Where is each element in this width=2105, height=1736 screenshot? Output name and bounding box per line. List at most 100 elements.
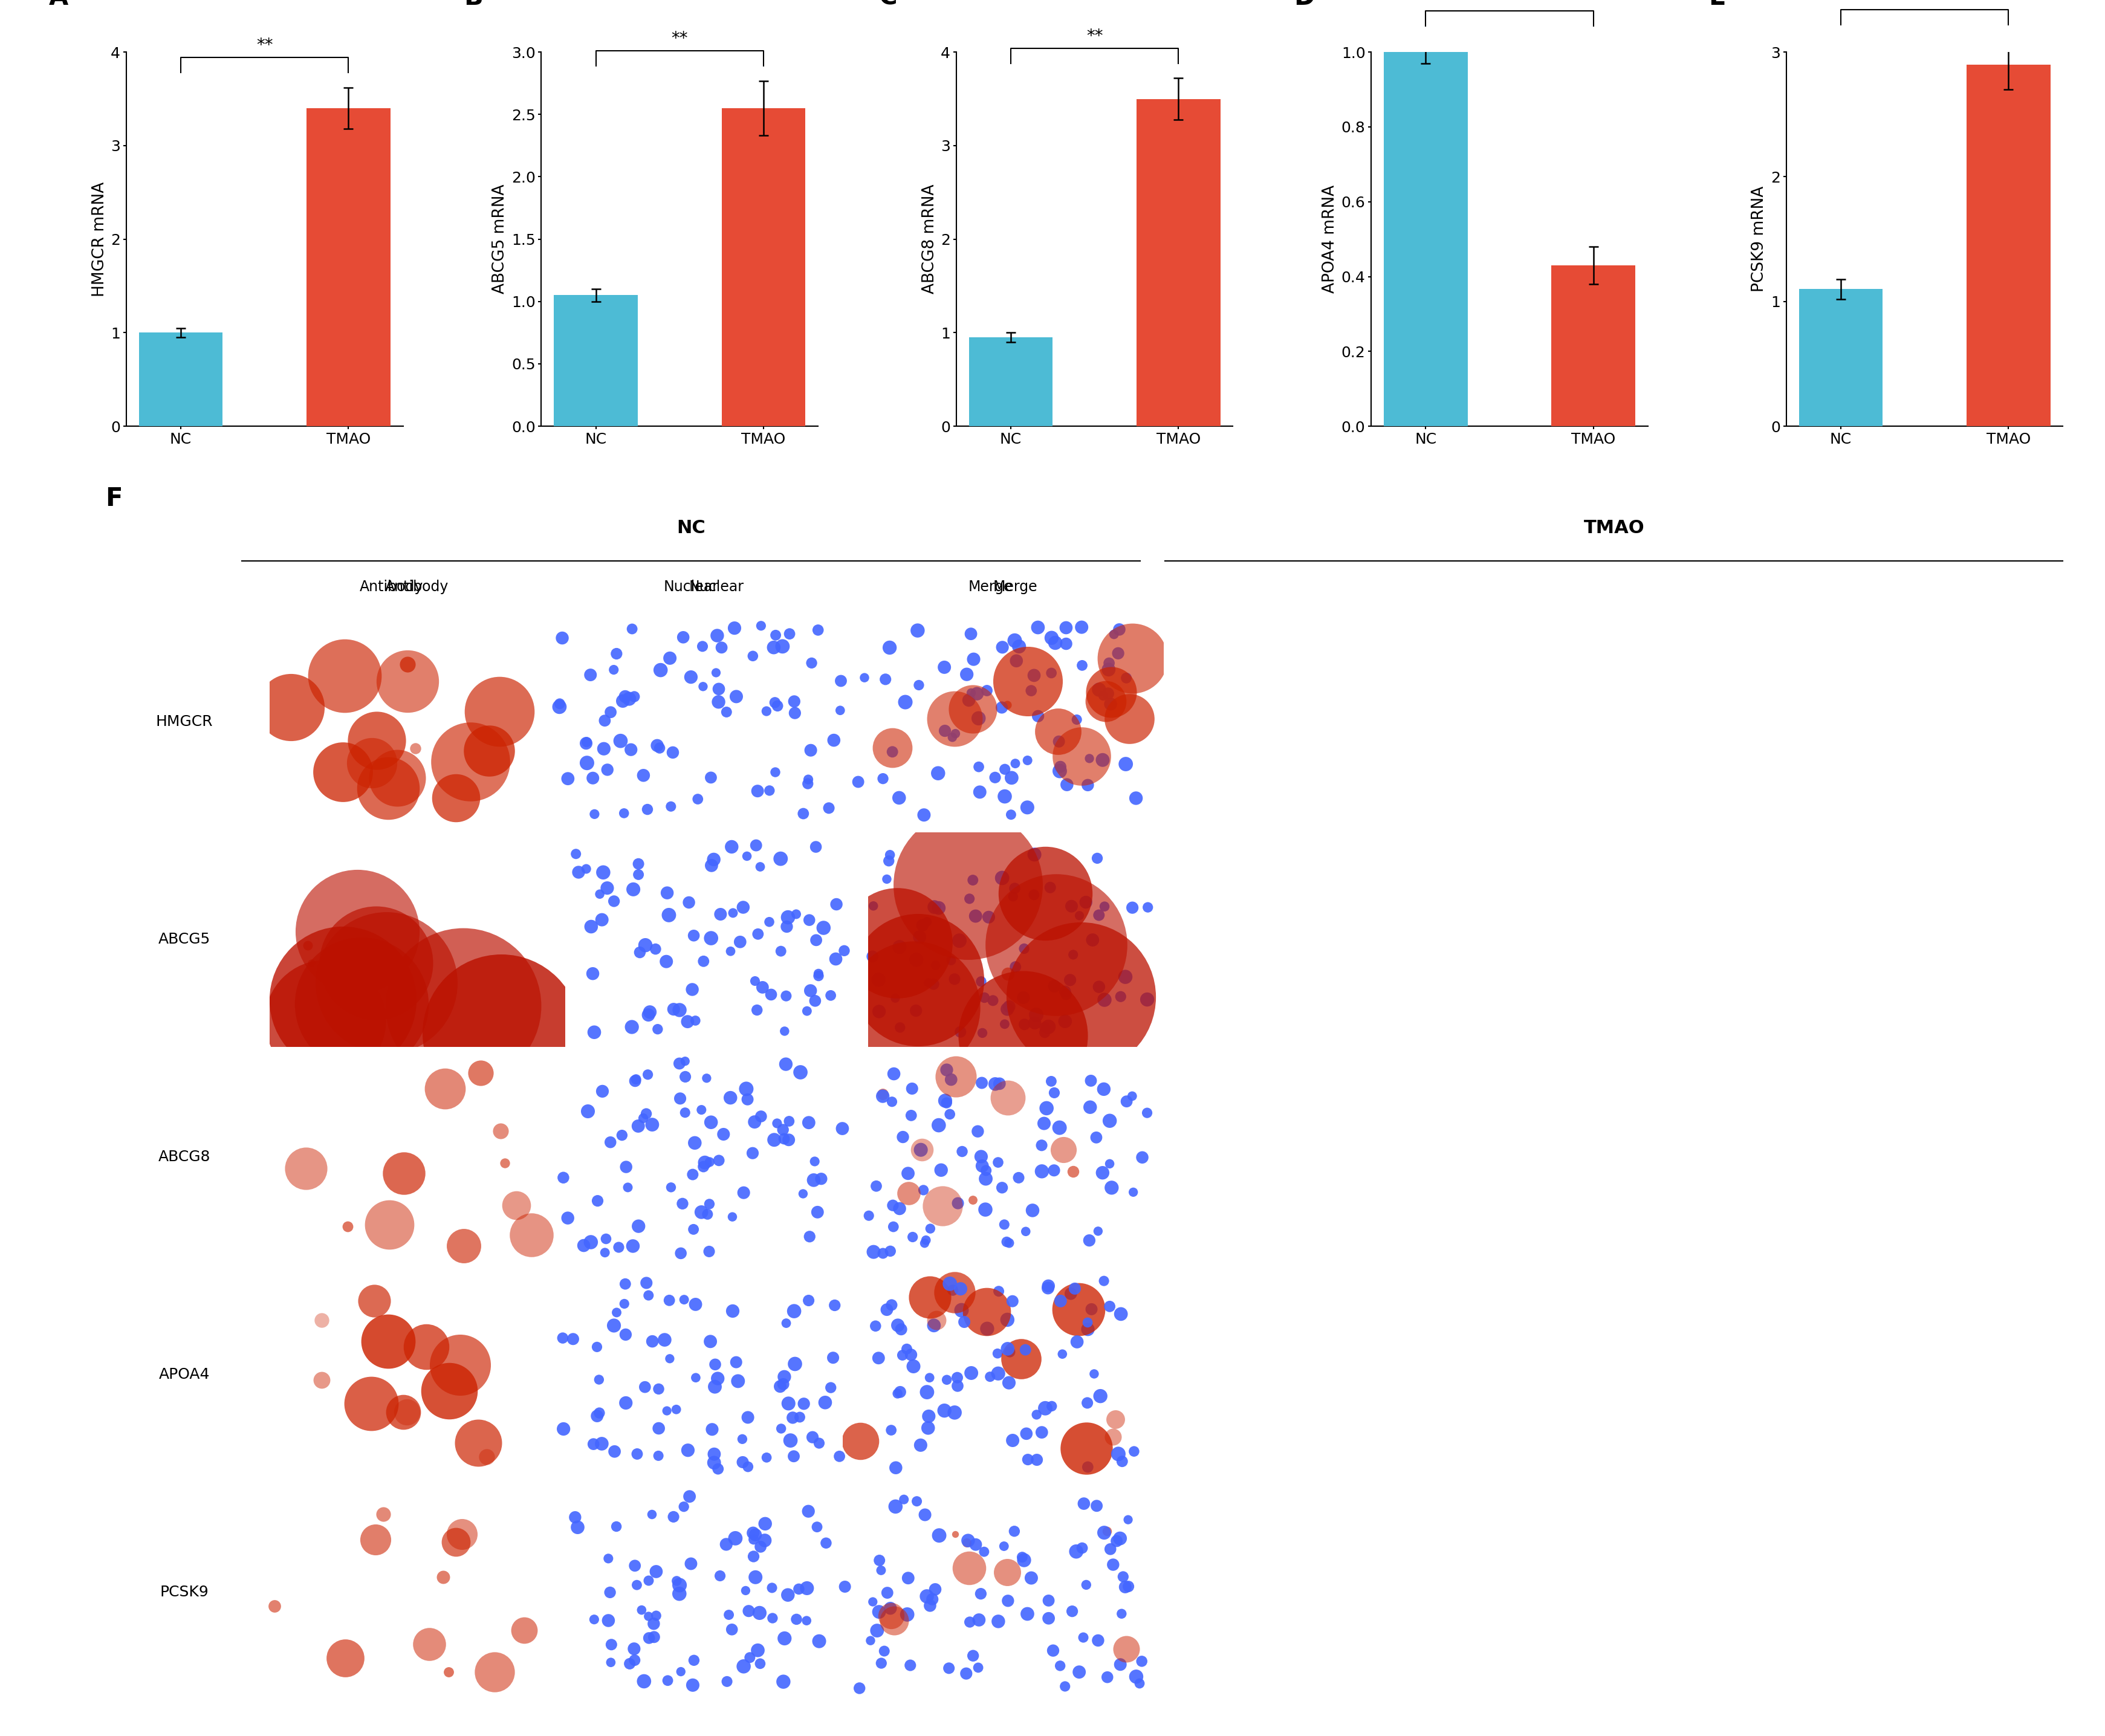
Point — [385, 1397, 419, 1425]
Point — [1008, 1547, 1042, 1575]
Point — [640, 1016, 674, 1043]
Point — [777, 1297, 810, 1325]
Point — [594, 1128, 627, 1156]
Point — [640, 731, 674, 759]
Point — [1111, 1505, 1145, 1533]
Point — [823, 1443, 857, 1470]
Point — [1042, 757, 1076, 785]
Point — [621, 1441, 655, 1469]
Point — [733, 1644, 766, 1672]
Point — [1067, 1489, 1101, 1517]
Point — [1038, 628, 1071, 656]
Point — [991, 1370, 1025, 1397]
Point — [991, 1587, 1025, 1614]
Point — [686, 672, 720, 700]
Point — [507, 1616, 541, 1644]
Point — [1130, 986, 1164, 1014]
Point — [663, 1571, 697, 1599]
Point — [600, 1512, 634, 1540]
Point — [966, 1019, 1000, 1047]
Point — [1006, 1021, 1040, 1049]
Point — [1048, 1007, 1082, 1035]
Point — [1109, 1635, 1143, 1663]
Point — [966, 1153, 1000, 1180]
Point — [463, 1059, 497, 1087]
Point — [610, 1174, 644, 1201]
Point — [991, 960, 1025, 988]
Point — [991, 1229, 1025, 1257]
Point — [663, 1085, 697, 1113]
Point — [1027, 1019, 1061, 1047]
Point — [288, 1154, 322, 1182]
Point — [701, 1364, 735, 1392]
Point — [570, 748, 604, 776]
Point — [709, 1668, 743, 1696]
Point — [815, 1373, 848, 1401]
Point — [815, 981, 848, 1009]
Point — [954, 620, 987, 648]
Bar — [1966, 64, 2050, 427]
Point — [737, 1543, 770, 1571]
Point — [594, 1578, 627, 1606]
Point — [922, 1111, 956, 1139]
Point — [754, 981, 787, 1009]
Point — [758, 759, 791, 786]
Point — [897, 1224, 930, 1252]
Point — [730, 842, 764, 870]
Point — [960, 681, 994, 708]
Point — [882, 1311, 916, 1338]
Point — [1055, 1279, 1088, 1307]
Text: **: ** — [257, 36, 274, 54]
Point — [697, 1450, 730, 1477]
Point — [918, 1312, 951, 1340]
Point — [341, 918, 375, 946]
Point — [857, 1588, 890, 1616]
Point — [800, 1198, 834, 1226]
Point — [1071, 1227, 1105, 1255]
Point — [1076, 1295, 1109, 1323]
Text: E: E — [1709, 0, 1726, 10]
Point — [684, 1198, 718, 1226]
Point — [756, 1575, 789, 1602]
Point — [290, 932, 324, 960]
Y-axis label: ABCG5 mRNA: ABCG5 mRNA — [493, 184, 507, 293]
Point — [1010, 746, 1044, 774]
Point — [695, 1415, 728, 1443]
Point — [640, 1557, 674, 1585]
Point — [650, 1667, 684, 1694]
Point — [981, 1359, 1015, 1387]
Text: PCSK9: PCSK9 — [160, 1585, 208, 1599]
Point — [817, 726, 850, 753]
Point — [1048, 977, 1082, 1005]
Point — [751, 908, 785, 936]
Bar — [139, 333, 223, 427]
Point — [1010, 1446, 1044, 1474]
Point — [608, 1290, 642, 1318]
Point — [1027, 1014, 1061, 1042]
Point — [642, 1375, 676, 1403]
Point — [705, 634, 739, 661]
Point — [642, 1443, 676, 1470]
Point — [1092, 1535, 1126, 1562]
Point — [1086, 746, 1120, 774]
Point — [766, 632, 800, 660]
Point — [979, 1069, 1013, 1097]
Point — [871, 1578, 905, 1606]
Point — [484, 1116, 518, 1144]
Point — [779, 700, 813, 727]
Point — [482, 698, 516, 726]
Point — [621, 861, 655, 889]
Point — [1038, 1078, 1071, 1106]
Point — [257, 1592, 290, 1620]
Text: D: D — [1295, 0, 1316, 10]
Point — [922, 1521, 956, 1549]
Point — [899, 946, 933, 974]
Point — [615, 1014, 648, 1042]
Point — [627, 762, 661, 790]
Point — [954, 1608, 987, 1635]
Point — [653, 901, 686, 929]
Point — [1065, 741, 1099, 769]
Point — [1088, 892, 1122, 920]
Point — [991, 993, 1025, 1021]
Point — [770, 903, 804, 930]
